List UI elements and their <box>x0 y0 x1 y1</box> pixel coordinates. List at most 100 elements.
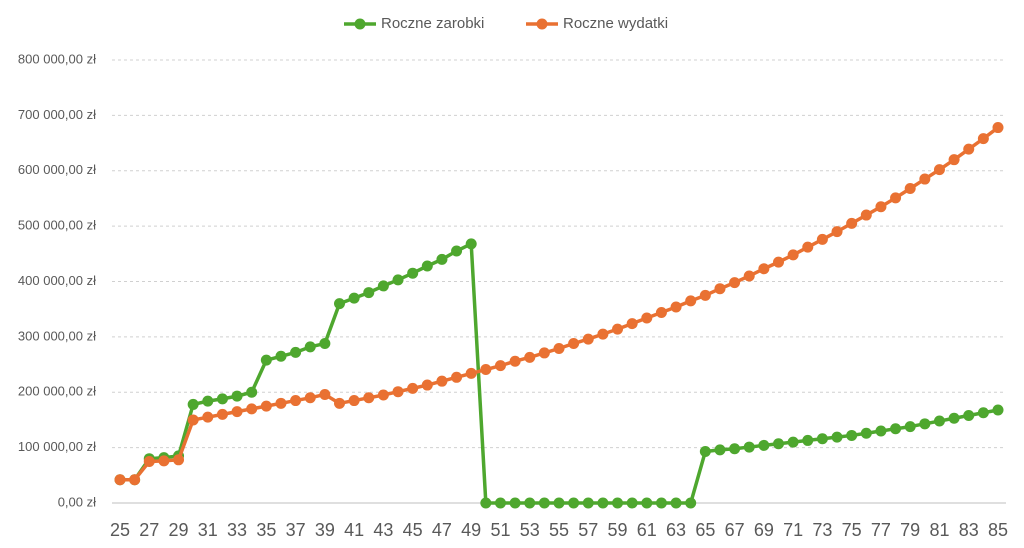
data-point <box>670 497 682 509</box>
data-point <box>173 454 185 466</box>
data-point <box>948 154 960 166</box>
data-point <box>436 253 448 265</box>
data-point <box>202 395 214 407</box>
y-tick-label: 100 000,00 zł <box>18 439 96 454</box>
y-tick-label: 200 000,00 zł <box>18 384 96 399</box>
data-point <box>348 292 360 304</box>
data-point <box>465 238 477 250</box>
data-point <box>699 289 711 301</box>
data-point <box>758 263 770 275</box>
data-point <box>597 328 609 340</box>
data-point <box>187 414 199 426</box>
data-point <box>816 433 828 445</box>
legend-label: Roczne wydatki <box>563 15 668 32</box>
data-point <box>641 312 653 324</box>
data-point <box>509 355 521 367</box>
x-tick-label: 59 <box>608 520 628 540</box>
data-point <box>275 397 287 409</box>
data-point <box>538 497 550 509</box>
data-point <box>421 260 433 272</box>
data-point <box>538 347 550 359</box>
data-point <box>524 351 536 363</box>
data-point <box>407 267 419 279</box>
y-tick-label: 500 000,00 zł <box>18 218 96 233</box>
data-point <box>919 418 931 430</box>
data-point <box>773 256 784 268</box>
x-tick-label: 57 <box>578 520 598 540</box>
x-tick-label: 37 <box>286 520 306 540</box>
data-point <box>729 443 741 455</box>
data-point <box>816 233 828 245</box>
y-tick-label: 0,00 zł <box>58 494 96 509</box>
data-point <box>875 425 887 437</box>
data-point <box>246 403 258 415</box>
data-point <box>846 217 858 229</box>
data-point <box>275 350 287 362</box>
x-tick-label: 67 <box>725 520 745 540</box>
x-tick-label: 45 <box>403 520 423 540</box>
data-point <box>670 301 682 313</box>
data-point <box>933 164 945 176</box>
data-point <box>524 497 536 509</box>
data-point <box>860 427 872 439</box>
data-point <box>714 444 726 456</box>
data-point <box>334 298 345 310</box>
data-point <box>860 209 872 221</box>
data-point <box>802 241 814 253</box>
y-tick-label: 800 000,00 zł <box>18 51 96 66</box>
data-point <box>933 415 945 427</box>
data-point <box>421 379 433 391</box>
data-point <box>787 249 799 261</box>
data-point <box>392 274 404 286</box>
data-point <box>685 295 697 307</box>
y-tick-label: 300 000,00 zł <box>18 328 96 343</box>
data-point <box>187 398 199 410</box>
data-point <box>699 446 711 458</box>
data-point <box>977 407 989 419</box>
data-point <box>890 192 902 204</box>
data-point <box>451 245 463 257</box>
x-tick-label: 29 <box>169 520 189 540</box>
data-point <box>260 400 272 412</box>
data-point <box>568 338 580 350</box>
y-tick-label: 400 000,00 zł <box>18 273 96 288</box>
data-point <box>553 497 565 509</box>
x-tick-label: 39 <box>315 520 335 540</box>
data-point <box>685 497 697 509</box>
data-point <box>246 386 258 398</box>
x-tick-label: 47 <box>432 520 452 540</box>
x-tick-label: 65 <box>695 520 715 540</box>
x-tick-label: 63 <box>666 520 686 540</box>
data-point <box>641 497 653 509</box>
data-point <box>480 497 492 509</box>
data-point <box>773 438 784 450</box>
x-tick-label: 83 <box>959 520 979 540</box>
series-line <box>120 126 1000 482</box>
data-point <box>582 497 594 509</box>
data-point <box>890 423 902 435</box>
data-point <box>334 397 345 409</box>
x-tick-label: 77 <box>871 520 891 540</box>
x-tick-label: 41 <box>344 520 364 540</box>
data-point <box>904 421 916 433</box>
data-point <box>992 404 1004 416</box>
data-point <box>963 143 975 155</box>
data-point <box>992 122 1004 134</box>
data-point <box>568 497 580 509</box>
legend-label: Roczne zarobki <box>381 15 484 32</box>
data-point <box>494 497 506 509</box>
data-point <box>436 375 448 387</box>
x-tick-label: 55 <box>549 520 569 540</box>
data-point <box>948 412 960 424</box>
data-point <box>963 410 975 422</box>
data-point <box>407 382 419 394</box>
data-point <box>802 434 814 446</box>
x-tick-label: 51 <box>490 520 510 540</box>
x-tick-label: 71 <box>783 520 803 540</box>
data-point <box>377 280 389 292</box>
data-point <box>977 133 989 145</box>
x-tick-label: 85 <box>988 520 1008 540</box>
y-tick-label: 600 000,00 zł <box>18 162 96 177</box>
x-tick-label: 61 <box>637 520 657 540</box>
